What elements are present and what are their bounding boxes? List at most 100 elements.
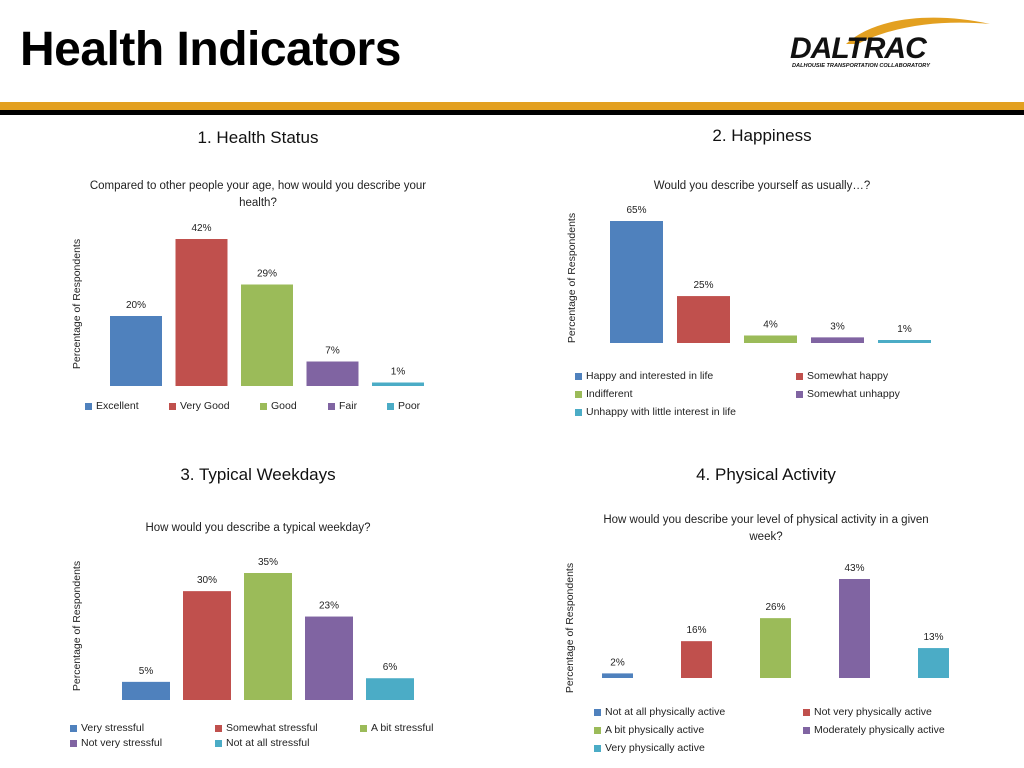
physical-activity-legend-item-1: Not at all physically active	[594, 706, 725, 718]
health-status-data-label-3: 29%	[257, 269, 277, 280]
physical-activity-bar-5	[918, 648, 949, 678]
panel-heading-physical-activity: 4. Physical Activity	[696, 465, 836, 484]
legend-swatch	[215, 724, 222, 732]
health-status-bar-1	[110, 316, 162, 386]
legend-label: Poor	[398, 400, 421, 412]
physical-activity-bar-4	[839, 579, 870, 678]
health-status-legend-item-5: Poor	[387, 400, 420, 412]
legend-swatch	[360, 724, 367, 732]
health-status-data-label-1: 20%	[126, 300, 146, 311]
health-status-legend-item-3: Good	[260, 400, 297, 412]
physical-activity-bar-2	[681, 641, 712, 678]
typical-weekdays-bar-1	[122, 681, 170, 700]
health-status-bar-3	[241, 284, 293, 386]
happiness-bar-1	[610, 221, 663, 343]
typical-weekdays-bar-3	[244, 573, 292, 700]
health-status-data-label-2: 42%	[191, 223, 211, 234]
happiness-data-label-4: 3%	[830, 321, 845, 332]
happiness-data-label-5: 1%	[897, 324, 912, 335]
y-axis-label-typical-weekdays: Percentage of Respondents	[71, 560, 83, 692]
logo-text: DALTRAC	[790, 32, 928, 65]
slide-title: Health Indicators	[20, 23, 401, 76]
happiness-legend-item-3: Indifferent	[575, 388, 633, 400]
typical-weekdays-data-label-4: 23%	[319, 601, 339, 612]
header-rule-gold	[0, 102, 1024, 110]
physical-activity-data-label-3: 26%	[765, 602, 785, 613]
legend-physical-activity: Not at all physically active Not very phy…	[594, 706, 1014, 762]
legend-swatch	[387, 402, 394, 410]
legend-label: A bit stressful	[371, 722, 434, 734]
legend-swatch	[575, 372, 582, 380]
legend-label: Not at all physically active	[605, 706, 726, 718]
happiness-legend-item-4: Somewhat unhappy	[796, 388, 900, 400]
physical-activity-legend-item-2: Not very physically active	[803, 706, 932, 718]
happiness-bar-2	[677, 296, 730, 343]
legend-label: Very Good	[180, 400, 230, 412]
y-axis-label-health-status: Percentage of Respondents	[71, 238, 83, 370]
health-status-bar-4	[306, 361, 359, 386]
legend-label: Happy and interested in life	[586, 370, 714, 382]
legend-happiness: Happy and interested in life Somewhat hap…	[575, 370, 1015, 426]
physical-activity-legend-item-5: Very physically active	[594, 742, 705, 754]
legend-swatch	[328, 402, 335, 410]
physical-activity-legend-item-3: A bit physically active	[594, 724, 704, 736]
happiness-bar-3	[744, 335, 797, 343]
legend-swatch	[575, 390, 582, 398]
legend-label: Moderately physically active	[814, 724, 945, 736]
legend-label: Not at all stressful	[226, 737, 310, 749]
legend-label: Excellent	[96, 400, 139, 412]
logo-swoosh	[846, 17, 990, 44]
legend-swatch	[575, 408, 582, 416]
chart-health-status: 20% 42% 29% 7% 1%	[110, 223, 424, 386]
typical-weekdays-bar-2	[183, 591, 231, 700]
physical-activity-legend-item-4: Moderately physically active	[803, 724, 945, 736]
legend-swatch	[215, 739, 222, 747]
legend-swatch	[594, 744, 601, 752]
health-status-legend-item-4: Fair	[328, 400, 357, 412]
legend-label: Not very stressful	[81, 737, 163, 749]
happiness-data-label-1: 65%	[626, 205, 646, 216]
happiness-legend-item-1: Happy and interested in life	[575, 370, 713, 382]
legend-label: Very stressful	[81, 722, 145, 734]
health-status-legend-item-2: Very Good	[169, 400, 230, 412]
typical-weekdays-data-label-1: 5%	[139, 666, 154, 677]
legend-label: Somewhat happy	[807, 370, 889, 382]
physical-activity-data-label-1: 2%	[610, 657, 625, 668]
physical-activity-bar-3	[760, 618, 791, 678]
legend-label: Unhappy with little interest in life	[586, 406, 736, 418]
typical-weekdays-legend-item-3: A bit stressful	[360, 722, 433, 734]
y-axis-label-physical-activity: Percentage of Respondents	[564, 562, 576, 694]
typical-weekdays-legend-item-1: Very stressful	[70, 722, 144, 734]
happiness-bar-5	[878, 340, 931, 343]
physical-activity-data-label-2: 16%	[686, 625, 706, 636]
typical-weekdays-legend-item-5: Not at all stressful	[215, 737, 309, 749]
legend-swatch	[594, 726, 601, 734]
logo-subtitle: DALHOUSIE TRANSPORTATION COLLABORATORY	[792, 63, 931, 69]
happiness-legend-item-5: Unhappy with little interest in life	[575, 406, 736, 418]
typical-weekdays-legend-item-2: Somewhat stressful	[215, 722, 318, 734]
legend-typical-weekdays: Very stressful Somewhat stressful A bit st…	[70, 722, 510, 756]
legend-label: Very physically active	[605, 742, 705, 754]
panel-heading-health-status: 1. Health Status	[197, 128, 319, 147]
legend-swatch	[796, 372, 803, 380]
happiness-legend-item-2: Somewhat happy	[796, 370, 888, 382]
legend-label: Somewhat unhappy	[807, 388, 900, 400]
health-status-data-label-4: 7%	[325, 346, 340, 357]
typical-weekdays-data-label-3: 35%	[258, 557, 278, 568]
physical-activity-bar-1	[602, 673, 633, 678]
typical-weekdays-bar-5	[366, 678, 414, 700]
legend-swatch	[803, 708, 810, 716]
health-status-data-label-5: 1%	[391, 367, 406, 378]
chart-title-happiness: Would you describe yourself as usually…?	[653, 180, 871, 192]
legend-label: Indifferent	[586, 388, 633, 400]
daltrac-logo: DALTRAC DALHOUSIE TRANSPORTATION COLLABO…	[790, 17, 990, 69]
legend-health-status: Excellent Very Good Good Fair Poor	[85, 400, 445, 416]
legend-swatch	[260, 402, 267, 410]
legend-swatch	[169, 402, 176, 410]
panel-heading-typical-weekdays: 3. Typical Weekdays	[180, 465, 336, 484]
legend-swatch	[594, 708, 601, 716]
y-axis-label-happiness: Percentage of Respondents	[566, 212, 578, 344]
chart-physical-activity: 2% 16% 26% 43% 13%	[602, 563, 949, 678]
legend-label: A bit physically active	[605, 724, 705, 736]
health-status-legend-item-1: Excellent	[85, 400, 139, 412]
